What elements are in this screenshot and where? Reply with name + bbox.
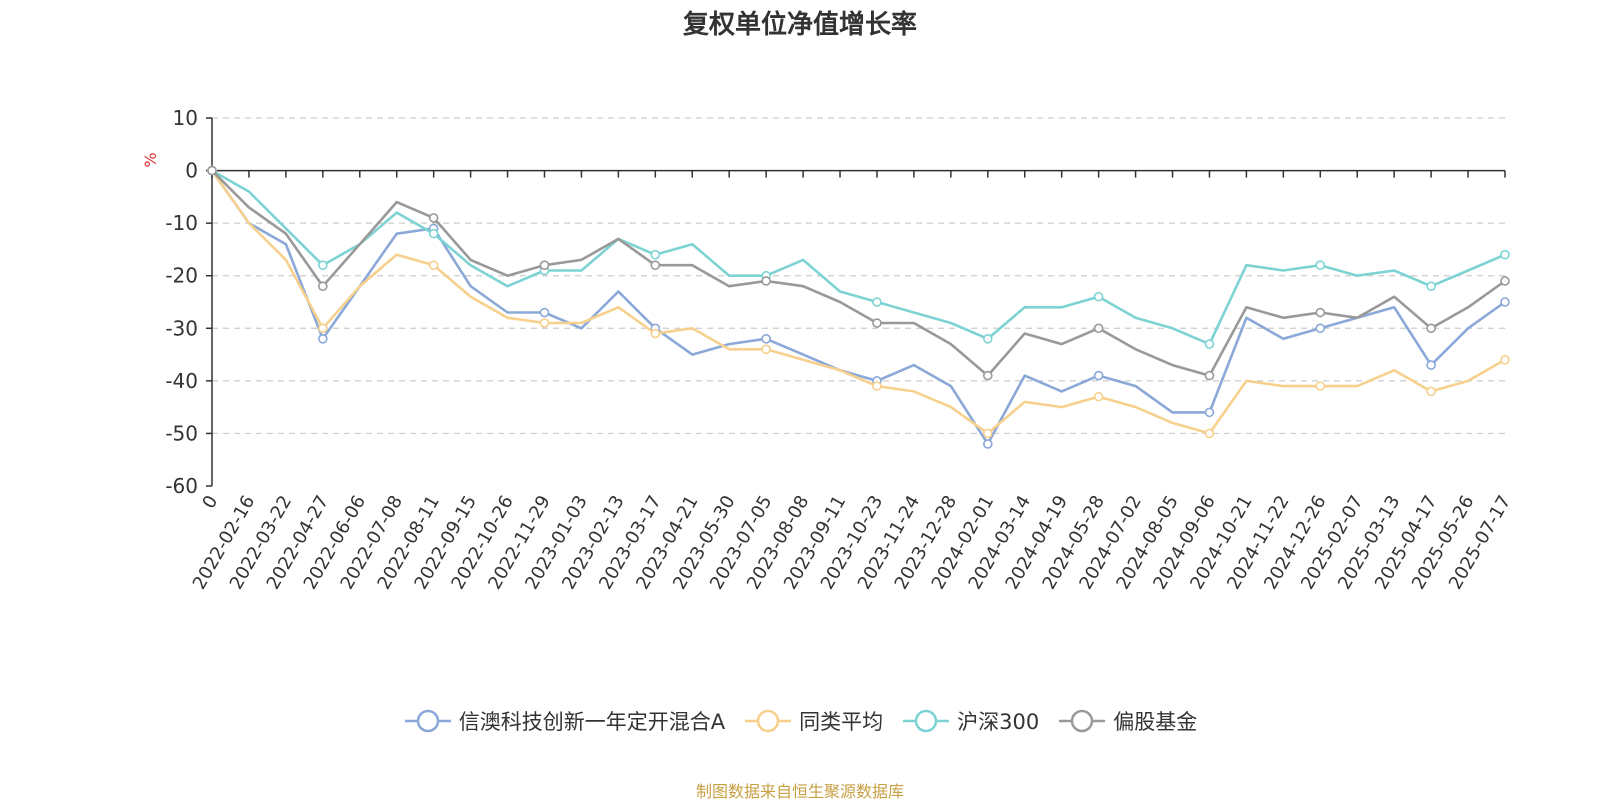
y-tick-label: -40 bbox=[165, 369, 198, 393]
y-tick-label: -20 bbox=[165, 264, 198, 288]
data-point bbox=[650, 328, 661, 339]
legend-item[interactable]: 信澳科技创新一年定开混合A bbox=[403, 706, 725, 736]
legend-label: 偏股基金 bbox=[1113, 710, 1198, 734]
y-tick-label: 10 bbox=[173, 106, 198, 130]
legend-item[interactable]: 同类平均 bbox=[743, 706, 883, 736]
data-point bbox=[1093, 291, 1104, 302]
series-line-0 bbox=[210, 169, 1506, 446]
legend-item[interactable]: 偏股基金 bbox=[1057, 706, 1197, 736]
y-tick-label: -30 bbox=[165, 316, 198, 340]
data-point bbox=[318, 333, 328, 344]
legend-item[interactable]: 沪深300 bbox=[901, 706, 1039, 736]
legend-label: 沪深300 bbox=[957, 710, 1040, 734]
data-point bbox=[872, 318, 882, 328]
data-point bbox=[982, 333, 993, 344]
data-point bbox=[1093, 370, 1104, 381]
data-point bbox=[428, 260, 439, 271]
data-point bbox=[1500, 355, 1510, 365]
data-point bbox=[1426, 386, 1436, 397]
data-point bbox=[1315, 307, 1326, 318]
data-point bbox=[428, 213, 439, 223]
series-line-2 bbox=[211, 169, 1506, 346]
legend-circle bbox=[756, 709, 780, 733]
data-point bbox=[1426, 360, 1436, 370]
series-line-1 bbox=[210, 169, 1506, 435]
data-point bbox=[1315, 323, 1326, 334]
x-tick-label: 0 bbox=[198, 492, 222, 512]
data-point bbox=[1315, 381, 1326, 391]
legend-circle bbox=[1070, 709, 1094, 733]
data-point bbox=[982, 428, 993, 439]
data-point bbox=[650, 260, 661, 271]
y-tick-label: 0 bbox=[185, 159, 198, 183]
data-point bbox=[318, 281, 328, 292]
y-tick-label: -50 bbox=[165, 421, 198, 445]
y-axis-unit: % bbox=[141, 152, 160, 167]
data-point bbox=[1093, 323, 1104, 334]
data-point bbox=[761, 344, 771, 355]
axes bbox=[206, 117, 1506, 487]
series-lines bbox=[207, 165, 1510, 449]
legend: 信澳科技创新一年定开混合A 同类平均 沪深300 偏股基金 bbox=[0, 706, 1600, 736]
data-point bbox=[207, 165, 217, 176]
data-point bbox=[539, 318, 550, 328]
tick-labels: 100-10-20-30-40-50-60%02022-02-162022-03… bbox=[141, 106, 1515, 593]
data-point bbox=[428, 228, 439, 239]
legend-circle bbox=[914, 709, 938, 733]
data-point bbox=[318, 260, 328, 271]
data-point bbox=[1500, 249, 1510, 260]
data-point bbox=[1500, 276, 1510, 286]
legend-marker bbox=[1059, 709, 1106, 733]
data-point bbox=[1204, 370, 1215, 381]
series-line-3 bbox=[211, 169, 1506, 377]
legend-label: 信澳科技创新一年定开混合A bbox=[458, 710, 726, 734]
data-point bbox=[1426, 323, 1436, 334]
data-point bbox=[1426, 281, 1436, 292]
data-point bbox=[650, 249, 661, 260]
data-point bbox=[872, 381, 882, 391]
legend-circle bbox=[416, 709, 440, 733]
data-point bbox=[1204, 428, 1215, 439]
data-point bbox=[761, 333, 771, 344]
y-tick-label: -10 bbox=[165, 211, 198, 235]
legend-marker bbox=[903, 709, 950, 733]
chart-title: 复权单位净值增长率 bbox=[682, 10, 917, 40]
data-point bbox=[539, 260, 550, 271]
legend-marker bbox=[404, 709, 451, 733]
legend-marker bbox=[745, 709, 792, 733]
data-point bbox=[761, 276, 771, 286]
data-point bbox=[539, 307, 550, 318]
data-point bbox=[1315, 260, 1326, 271]
data-point bbox=[1204, 339, 1215, 349]
data-point bbox=[982, 370, 993, 381]
legend-label: 同类平均 bbox=[799, 710, 884, 734]
data-point bbox=[982, 439, 993, 449]
data-point bbox=[1500, 297, 1510, 307]
data-point bbox=[872, 297, 882, 307]
y-tick-label: -60 bbox=[165, 474, 198, 498]
data-point bbox=[318, 323, 328, 334]
data-point bbox=[1204, 407, 1215, 418]
data-point bbox=[1093, 391, 1104, 402]
source-note: 制图数据来自恒生聚源数据库 bbox=[695, 782, 904, 801]
